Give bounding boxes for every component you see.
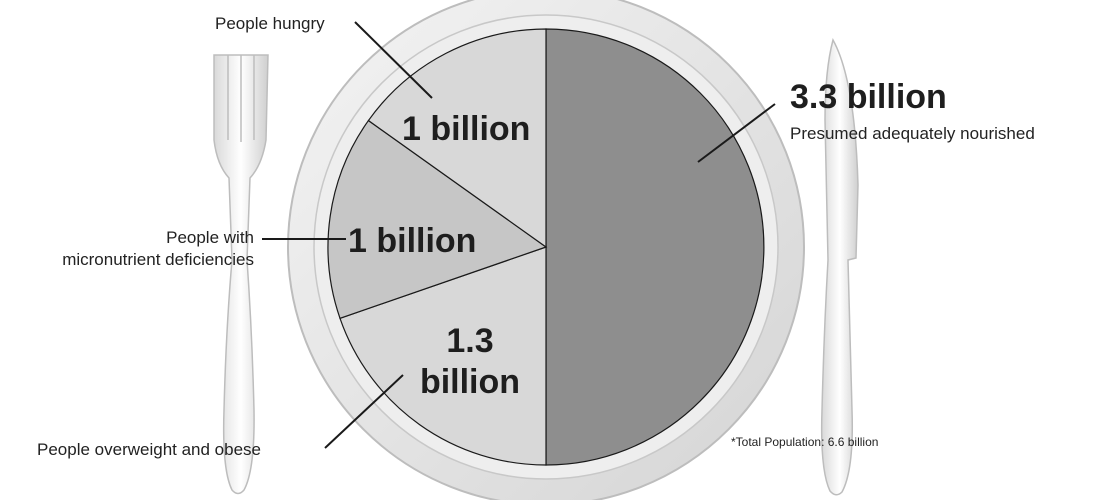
fork-illustration bbox=[213, 54, 269, 495]
category-label-hungry: People hungry bbox=[215, 14, 325, 33]
value-label-nourished: 3.3 billion bbox=[790, 78, 947, 116]
footnote: *Total Population: 6.6 billion bbox=[731, 435, 878, 449]
knife-illustration bbox=[820, 37, 859, 496]
category-label-overweight: People overweight and obese bbox=[37, 440, 261, 459]
pie-slices bbox=[327, 28, 765, 466]
slice-micronutrient bbox=[327, 119, 548, 320]
leader-line-hungry bbox=[354, 21, 433, 99]
value-label-micronutrient: 1 billion bbox=[348, 222, 476, 260]
slice-overweight bbox=[339, 246, 547, 466]
category-label-micronutrient-line-2: micronutrient deficiencies bbox=[62, 250, 254, 269]
leader-line-overweight bbox=[324, 374, 404, 449]
category-label-micronutrient-line-1: People with bbox=[166, 228, 254, 247]
value-label-overweight-line-2: billion bbox=[420, 363, 520, 401]
category-label-nourished: Presumed adequately nourished bbox=[790, 124, 1035, 143]
slice-hungry bbox=[367, 28, 547, 249]
leader-line-nourished bbox=[697, 103, 776, 163]
value-label-overweight-line-1: 1.3 bbox=[446, 322, 493, 360]
value-label-hungry: 1 billion bbox=[402, 110, 530, 148]
slice-nourished bbox=[545, 28, 765, 466]
